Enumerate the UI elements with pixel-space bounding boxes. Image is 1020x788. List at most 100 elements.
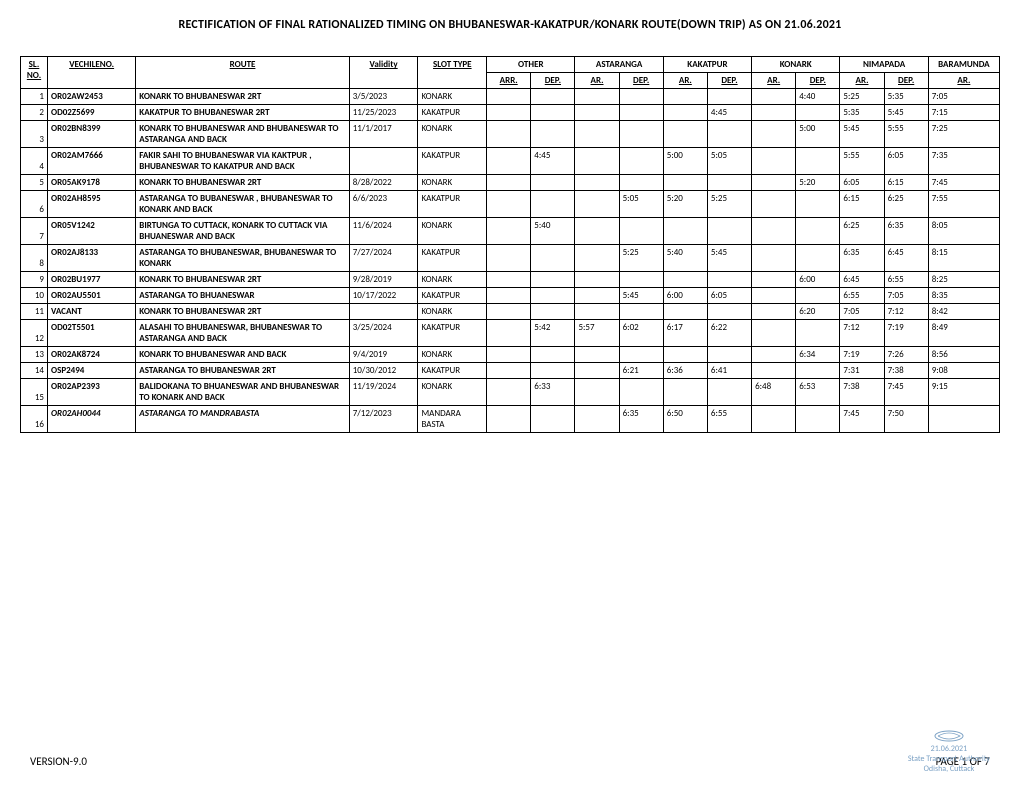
- cell-slot: KONARK: [418, 347, 487, 363]
- cell-route: BIRTUNGA TO CUTTACK, KONARK TO CUTTACK V…: [136, 218, 349, 245]
- cell-time: 6:25: [840, 218, 884, 245]
- table-row: 9OR02BU1977KONARK TO BHUBANESWAR 2RT9/28…: [21, 272, 1000, 288]
- cell-route: KONARK TO BHUBANESWAR 2RT: [136, 175, 349, 191]
- cell-time: [619, 379, 663, 406]
- cell-slot: KONARK: [418, 175, 487, 191]
- cell-time: [752, 304, 796, 320]
- table-row: 7OR05V1242BIRTUNGA TO CUTTACK, KONARK TO…: [21, 218, 1000, 245]
- table-row: 8OR02AJ8133ASTARANGA TO BHUBANESWAR, BHU…: [21, 245, 1000, 272]
- cell-time: [487, 406, 531, 433]
- cell-time: [575, 304, 619, 320]
- cell-time: [531, 406, 575, 433]
- cell-time: 9:15: [928, 379, 999, 406]
- cell-time: 7:45: [928, 175, 999, 191]
- cell-slot: KAKATPUR: [418, 245, 487, 272]
- cell-time: 6:35: [840, 245, 884, 272]
- cell-validity: 11/25/2023: [349, 105, 418, 121]
- cell-time: [619, 89, 663, 105]
- sub-astaranga-ar: AR.: [575, 73, 619, 89]
- cell-validity: 11/1/2017: [349, 121, 418, 148]
- cell-time: 7:45: [840, 406, 884, 433]
- cell-vehicleno: OR02AH8595: [47, 191, 135, 218]
- cell-time: [752, 89, 796, 105]
- cell-time: [663, 347, 707, 363]
- cell-time: [575, 406, 619, 433]
- cell-time: [752, 320, 796, 347]
- cell-route: KONARK TO BHUBANESWAR 2RT: [136, 272, 349, 288]
- cell-time: 4:45: [531, 148, 575, 175]
- authority-stamp: 21.06.2021 State Transport Authority Odi…: [908, 729, 990, 774]
- cell-time: 7:19: [884, 320, 928, 347]
- cell-route: KAKATPUR TO BHUBANESWAR 2RT: [136, 105, 349, 121]
- cell-vehicleno: OR02AH0044: [47, 406, 135, 433]
- cell-route: ASTARANGA TO BHUANESWAR: [136, 288, 349, 304]
- cell-time: [752, 191, 796, 218]
- cell-slot: KONARK: [418, 89, 487, 105]
- cell-vehicleno: OD02Z5699: [47, 105, 135, 121]
- group-nimapada: NIMAPADA: [840, 57, 928, 73]
- cell-time: 8:05: [928, 218, 999, 245]
- cell-validity: 7/12/2023: [349, 406, 418, 433]
- cell-time: 7:05: [840, 304, 884, 320]
- cell-slot: KAKATPUR: [418, 363, 487, 379]
- cell-validity: 9/28/2019: [349, 272, 418, 288]
- cell-time: [575, 148, 619, 175]
- cell-validity: [349, 148, 418, 175]
- cell-time: [796, 288, 840, 304]
- cell-time: 6:55: [707, 406, 751, 433]
- cell-time: 4:40: [796, 89, 840, 105]
- cell-time: [487, 347, 531, 363]
- cell-time: [707, 175, 751, 191]
- cell-time: [531, 175, 575, 191]
- cell-time: [487, 320, 531, 347]
- table-row: 6OR02AH8595ASTARANGA TO BUBANESWAR , BHU…: [21, 191, 1000, 218]
- cell-time: [531, 288, 575, 304]
- cell-time: 8:25: [928, 272, 999, 288]
- cell-time: 7:45: [884, 379, 928, 406]
- page-title: RECTIFICATION OF FINAL RATIONALIZED TIMI…: [20, 18, 1000, 32]
- sub-kakatpur-ar: AR.: [663, 73, 707, 89]
- col-veh-header: VECHILENO.: [47, 57, 135, 89]
- cell-time: 5:05: [619, 191, 663, 218]
- sub-nimapada-ar: AR.: [840, 73, 884, 89]
- group-kakatpur: KAKATPUR: [663, 57, 751, 73]
- cell-time: [707, 218, 751, 245]
- cell-time: [487, 89, 531, 105]
- cell-vehicleno: OR02BU1977: [47, 272, 135, 288]
- cell-time: 7:19: [840, 347, 884, 363]
- cell-sl: 4: [21, 148, 48, 175]
- cell-time: 6:34: [796, 347, 840, 363]
- cell-time: [752, 363, 796, 379]
- cell-time: [487, 379, 531, 406]
- cell-time: [663, 89, 707, 105]
- cell-time: 8:56: [928, 347, 999, 363]
- cell-validity: 10/17/2022: [349, 288, 418, 304]
- table-row: 3OR02BN8399KONARK TO BHUBANESWAR AND BHU…: [21, 121, 1000, 148]
- cell-time: 8:15: [928, 245, 999, 272]
- cell-slot: KAKATPUR: [418, 105, 487, 121]
- cell-time: 5:20: [663, 191, 707, 218]
- cell-time: [619, 105, 663, 121]
- cell-time: 6:53: [796, 379, 840, 406]
- cell-time: [531, 89, 575, 105]
- cell-time: [619, 175, 663, 191]
- cell-time: 7:12: [840, 320, 884, 347]
- group-konark: KONARK: [752, 57, 840, 73]
- cell-time: 7:25: [928, 121, 999, 148]
- cell-time: 6:45: [840, 272, 884, 288]
- cell-time: 5:45: [840, 121, 884, 148]
- cell-sl: 14: [21, 363, 48, 379]
- cell-time: 7:38: [884, 363, 928, 379]
- cell-time: [707, 304, 751, 320]
- cell-time: [796, 148, 840, 175]
- cell-time: [752, 148, 796, 175]
- cell-route: ASTARANGA TO BHUBANESWAR, BHUBANESWAR TO…: [136, 245, 349, 272]
- cell-time: 5:55: [884, 121, 928, 148]
- cell-sl: 9: [21, 272, 48, 288]
- col-validity-header: Validity: [349, 57, 418, 89]
- col-route-header: ROUTE: [136, 57, 349, 89]
- cell-time: [619, 148, 663, 175]
- cell-time: 5:45: [619, 288, 663, 304]
- cell-validity: 7/27/2024: [349, 245, 418, 272]
- cell-time: 5:00: [663, 148, 707, 175]
